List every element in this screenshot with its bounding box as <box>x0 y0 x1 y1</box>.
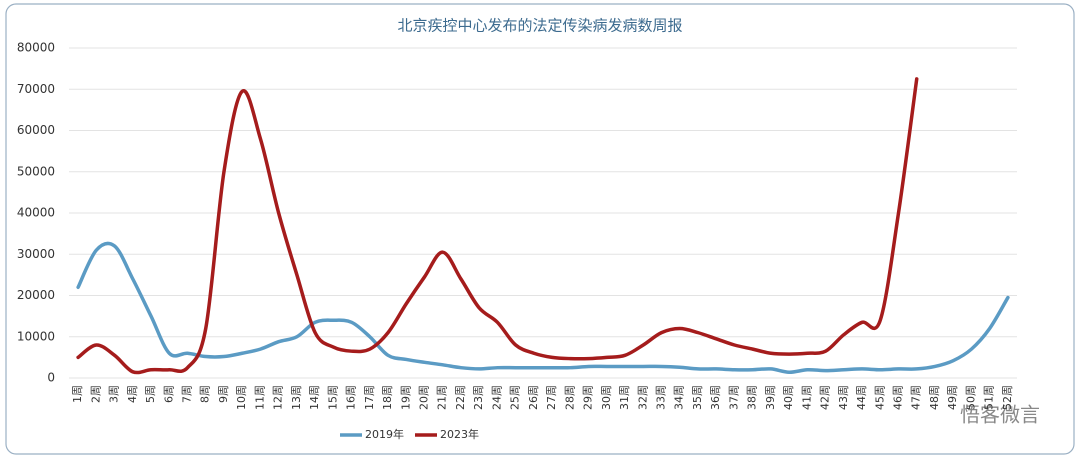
x-tick-label: 5周 <box>144 385 157 403</box>
x-tick-label: 9周 <box>217 385 230 403</box>
y-tick-label: 40000 <box>17 206 55 220</box>
watermark: 悟客微言 <box>960 403 1040 427</box>
y-tick-label: 80000 <box>17 41 55 55</box>
x-tick-label: 4周 <box>126 385 139 403</box>
x-tick-label: 20周 <box>418 385 431 410</box>
x-tick-label: 33周 <box>655 385 668 410</box>
x-tick-label: 45周 <box>873 385 886 410</box>
x-tick-label: 14周 <box>308 385 321 410</box>
x-tick-label: 12周 <box>272 385 285 410</box>
x-tick-label: 30周 <box>600 385 613 410</box>
x-tick-label: 27周 <box>545 385 558 410</box>
x-tick-label: 44周 <box>855 385 868 410</box>
y-tick-label: 30000 <box>17 247 55 261</box>
x-tick-label: 13周 <box>290 385 303 410</box>
x-tick-label: 8周 <box>199 385 212 403</box>
line-series <box>76 241 1010 374</box>
x-tick-label: 50周 <box>964 385 977 410</box>
x-tick-label: 23周 <box>472 385 485 410</box>
x-tick-label: 39周 <box>764 385 777 410</box>
chart-title: 北京疾控中心发布的法定传染病发病数周报 <box>397 17 682 35</box>
x-tick-label: 17周 <box>363 385 376 410</box>
x-tick-label: 49周 <box>946 385 959 410</box>
x-tick-label: 19周 <box>399 385 412 410</box>
x-tick-label: 11周 <box>253 385 266 410</box>
x-tick-label: 16周 <box>345 385 358 410</box>
x-tick-label: 22周 <box>454 385 467 410</box>
chart-frame <box>5 3 1075 455</box>
x-tick-label: 35周 <box>691 385 704 410</box>
legend-label: 2023年 <box>440 427 479 441</box>
x-tick-label: 36周 <box>709 385 722 410</box>
x-tick-label: 7周 <box>181 385 194 403</box>
x-tick-label: 42周 <box>819 385 832 410</box>
x-tick-label: 2周 <box>89 385 102 403</box>
x-tick-label: 41周 <box>800 385 813 410</box>
x-tick-label: 1周 <box>71 385 84 403</box>
x-tick-label: 47周 <box>910 385 923 410</box>
line-series <box>76 77 919 375</box>
x-tick-label: 24周 <box>490 385 503 410</box>
x-tick-label: 18周 <box>381 385 394 410</box>
x-tick-label: 34周 <box>673 385 686 410</box>
y-tick-label: 10000 <box>17 329 55 343</box>
x-tick-label: 40周 <box>782 385 795 410</box>
y-tick-label: 70000 <box>17 82 55 96</box>
x-tick-label: 26周 <box>527 385 540 410</box>
x-tick-label: 28周 <box>563 385 576 410</box>
x-tick-label: 29周 <box>582 385 595 410</box>
x-tick-label: 6周 <box>162 385 175 403</box>
y-tick-label: 0 <box>47 371 55 385</box>
y-tick-label: 50000 <box>17 164 55 178</box>
x-tick-label: 15周 <box>326 385 339 410</box>
x-tick-label: 37周 <box>727 385 740 410</box>
x-tick-label: 43周 <box>837 385 850 410</box>
x-tick-label: 10周 <box>235 385 248 410</box>
x-tick-label: 32周 <box>636 385 649 410</box>
x-tick-label: 52周 <box>1001 385 1014 410</box>
x-tick-label: 46周 <box>892 385 905 410</box>
x-tick-label: 51周 <box>983 385 996 410</box>
y-tick-label: 60000 <box>17 123 55 137</box>
legend-label: 2019年 <box>365 427 404 441</box>
x-tick-label: 31周 <box>618 385 631 410</box>
y-tick-label: 20000 <box>17 288 55 302</box>
x-tick-label: 38周 <box>746 385 759 410</box>
x-tick-label: 48周 <box>928 385 941 410</box>
x-tick-label: 25周 <box>509 385 522 410</box>
x-tick-label: 21周 <box>436 385 449 410</box>
x-tick-label: 3周 <box>108 385 121 403</box>
